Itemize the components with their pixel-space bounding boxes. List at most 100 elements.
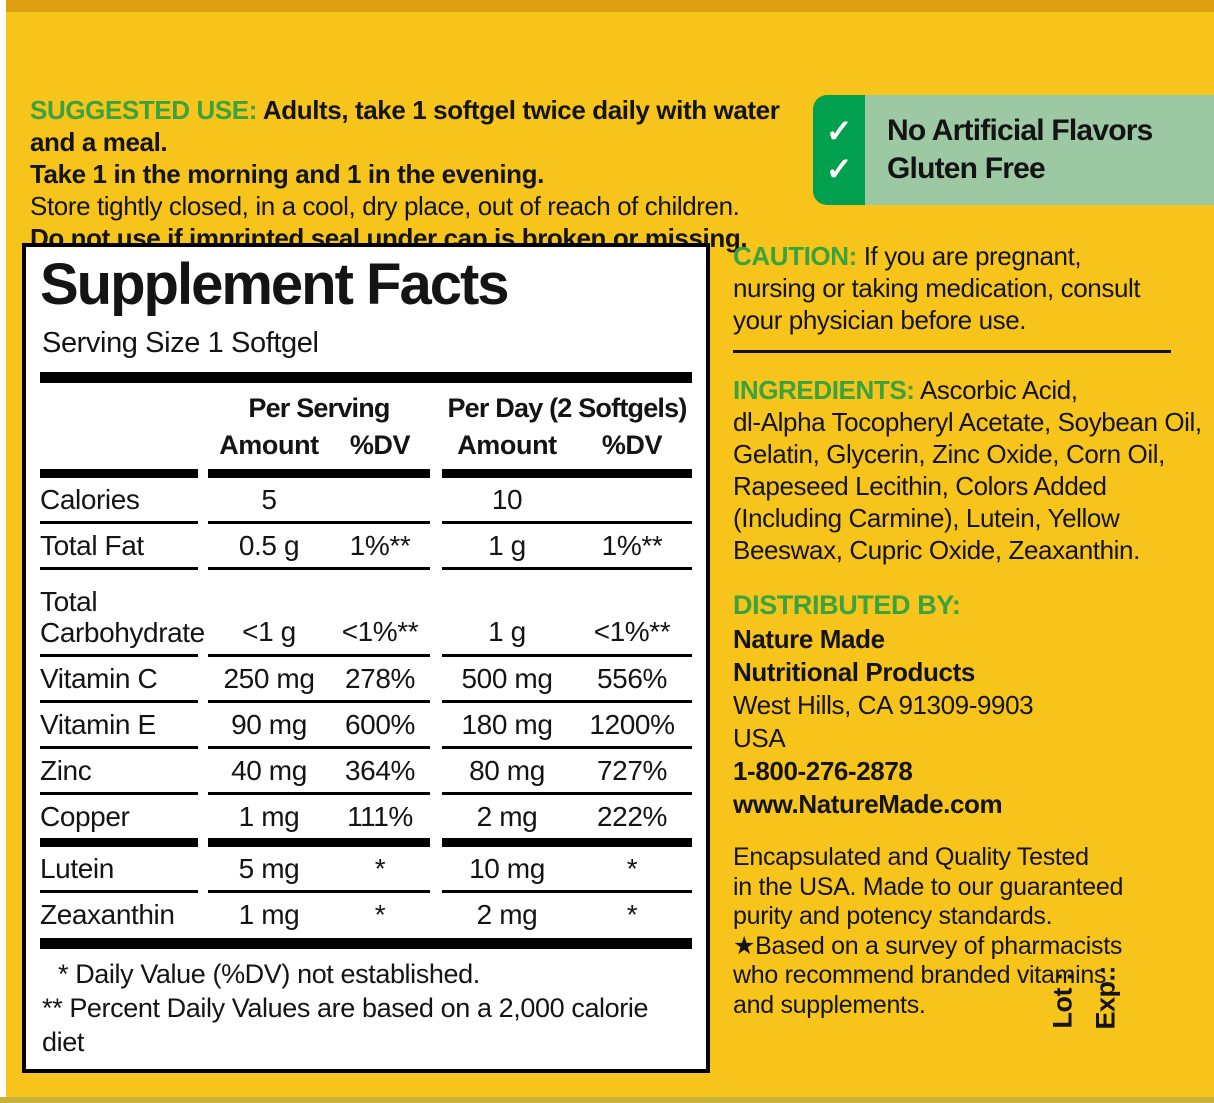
dv-header: %DV xyxy=(601,430,663,460)
quality-statement: Encapsulated and Quality Tested in the US… xyxy=(733,843,1203,1020)
left-edge-strip xyxy=(0,0,6,1103)
per-day-dv: <1%** xyxy=(593,616,671,647)
row-divider xyxy=(40,654,692,657)
checkmark-icon: ✓ xyxy=(825,113,853,149)
per-day-amount: 10 mg xyxy=(469,852,545,884)
row-divider xyxy=(40,746,692,749)
row-divider xyxy=(40,890,692,893)
text-line: Gelatin, Glycerin, Zinc Oxide, Corn Oil, xyxy=(733,439,1165,469)
nutrient-name: Calories xyxy=(40,484,140,515)
distributed-by-line: Nutritional Products xyxy=(733,657,975,687)
per-day-dv: 1200% xyxy=(589,708,675,740)
per-serving-dv: 364% xyxy=(344,754,415,786)
table-row: Zeaxanthin 1 mg * 2 mg * xyxy=(40,893,692,936)
per-day-amount: 2 mg xyxy=(476,800,538,832)
per-serving-dv: * xyxy=(374,898,386,930)
text-line: your physician before use. xyxy=(733,305,1027,335)
distributed-by-lines: Nature Made Nutritional Products West Hill… xyxy=(733,623,1203,821)
text-line: ★Based on a survey of pharmacists xyxy=(733,931,1123,960)
per-serving-amount: 250 mg xyxy=(223,662,315,694)
text-line: Encapsulated and Quality Tested xyxy=(733,843,1089,871)
caution-section: CAUTION: If you are pregnant, nursing or … xyxy=(733,240,1203,336)
per-serving-amount: 90 mg xyxy=(231,708,307,740)
dv-header: %DV xyxy=(349,430,411,460)
column-group-headers: Per Serving Per Day (2 Softgels) xyxy=(40,391,692,426)
per-day-amount: 2 mg xyxy=(476,898,538,930)
per-serving-dv: <1%** xyxy=(341,616,419,647)
ingredients-section: INGREDIENTS: Ascorbic Acid, dl-Alpha Toco… xyxy=(733,374,1203,566)
text-line: who recommend branded vitamins xyxy=(733,961,1107,989)
per-serving-dv: * xyxy=(374,852,386,884)
distributed-by-line: 1-800-276-2878 xyxy=(733,756,913,786)
nutrient-name: Total Carbohydrate xyxy=(40,586,205,648)
table-row: Vitamin C 250 mg 278% 500 mg 556% xyxy=(40,657,692,700)
per-day-dv: 727% xyxy=(596,754,667,786)
nutrient-name: Total Fat xyxy=(40,530,144,561)
badge-panel: ✓ ✓ No Artificial Flavors Gluten Free xyxy=(813,95,1214,205)
per-day-header: Per Day (2 Softgels) xyxy=(447,393,687,423)
caution-divider xyxy=(733,350,1171,353)
table-row: Vitamin E 90 mg 600% 180 mg 1200% xyxy=(40,703,692,746)
table-bottom-bar xyxy=(40,938,692,949)
suggested-use-label: SUGGESTED USE: xyxy=(30,95,257,125)
text-line: in the USA. Made to our guaranteed xyxy=(733,872,1124,901)
ingredients-label: INGREDIENTS: xyxy=(733,375,915,405)
row-divider xyxy=(40,521,692,524)
table-row: Zinc 40 mg 364% 80 mg 727% xyxy=(40,749,692,792)
supplement-facts-panel: Supplement Facts Serving Size 1 Softgel … xyxy=(22,243,710,1073)
nutrient-name: Lutein xyxy=(40,853,114,884)
per-day-amount: 180 mg xyxy=(461,708,553,740)
nutrient-name: Vitamin C xyxy=(40,663,158,694)
section-divider xyxy=(40,838,692,847)
per-day-dv: * xyxy=(626,852,638,884)
table-row: Total Carbohydrate <1 g <1%** 1 g <1%** xyxy=(40,570,692,654)
caution-label: CAUTION: xyxy=(733,241,857,271)
nutrient-name: Vitamin E xyxy=(40,709,156,740)
per-day-amount: 1 g xyxy=(488,616,526,647)
suggested-use-section: SUGGESTED USE: Adults, take 1 softgel tw… xyxy=(30,94,830,254)
row-divider xyxy=(40,700,692,703)
distributed-by-line: Nature Made xyxy=(733,624,885,654)
distributed-by-line: www.NatureMade.com xyxy=(733,789,1003,819)
per-day-dv: 1%** xyxy=(601,529,663,561)
per-serving-dv: 111% xyxy=(347,800,413,832)
per-serving-amount: 0.5 g xyxy=(238,529,300,561)
distributed-by-section: DISTRIBUTED BY: Nature Made Nutritional P… xyxy=(733,589,1203,821)
per-day-amount: 80 mg xyxy=(469,754,545,786)
exp-label: Exp.: xyxy=(1090,965,1121,1030)
amount-header: Amount xyxy=(457,430,557,460)
per-serving-dv: 278% xyxy=(344,662,415,694)
row-divider xyxy=(40,792,692,795)
bottom-edge-strip xyxy=(0,1097,1214,1103)
per-serving-amount: 1 mg xyxy=(238,800,300,832)
per-day-amount: 500 mg xyxy=(461,662,553,694)
per-day-dv: * xyxy=(626,898,638,930)
text-line: Rapeseed Lecithin, Colors Added xyxy=(733,471,1107,501)
badge-gluten-free: Gluten Free xyxy=(887,152,1046,185)
text-line: and supplements. xyxy=(733,990,926,1019)
lot-label: Lot : xyxy=(1047,972,1078,1029)
per-day-amount: 1 g xyxy=(488,529,526,561)
serving-size: Serving Size 1 Softgel xyxy=(42,327,319,359)
text-line: purity and potency standards. xyxy=(733,902,1053,930)
per-day-dv: 222% xyxy=(596,800,667,832)
badge-no-artificial-flavors: No Artificial Flavors xyxy=(887,114,1153,147)
checkmark-icon: ✓ xyxy=(825,151,853,187)
footnote-dv: * Daily Value (%DV) not established. xyxy=(58,959,480,989)
suggested-use-line1: SUGGESTED USE: Adults, take 1 softgel tw… xyxy=(30,94,830,158)
per-day-dv: 556% xyxy=(596,662,667,694)
per-serving-amount: 1 mg xyxy=(238,898,300,930)
text-line: (Including Carmine), Lutein, Yellow xyxy=(733,503,1120,533)
per-serving-amount: 40 mg xyxy=(231,754,307,786)
distributed-by-label: DISTRIBUTED BY: xyxy=(733,590,961,620)
distributed-by-line: West Hills, CA 91309-9903 xyxy=(733,690,1034,720)
text-line: Beeswax, Cupric Oxide, Zeaxanthin. xyxy=(733,535,1140,565)
table-row: Calories 5 10 xyxy=(40,478,692,521)
suggested-use-text1: Adults, take 1 softgel twice daily with … xyxy=(30,95,780,157)
facts-title: Supplement Facts xyxy=(40,252,510,317)
nutrient-name: Zinc xyxy=(40,755,92,786)
per-serving-dv: 600% xyxy=(344,708,415,740)
per-serving-amount: <1 g xyxy=(242,616,296,647)
table-row: Total Fat 0.5 g 1%** 1 g 1%** xyxy=(40,524,692,567)
header-divider xyxy=(40,469,692,478)
